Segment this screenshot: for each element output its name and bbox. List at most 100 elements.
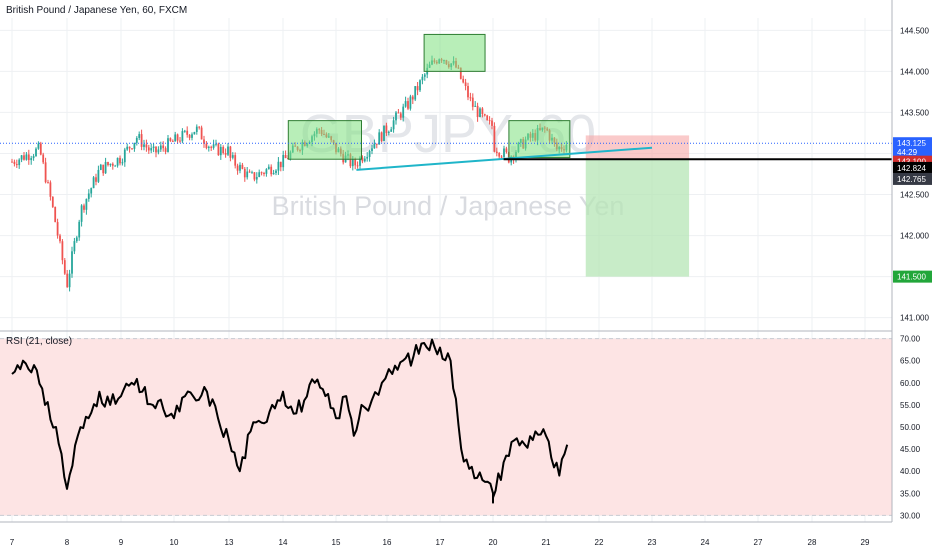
price-tick-label: 143.500: [900, 108, 929, 117]
candle-body: [147, 147, 150, 151]
take-profit-zone[interactable]: [585, 159, 690, 277]
candle-body: [373, 143, 376, 149]
candle-body: [253, 172, 256, 180]
candle-body: [59, 235, 61, 242]
candle-body: [56, 222, 59, 236]
candle-body: [255, 176, 258, 180]
candle-body: [467, 86, 469, 98]
candle-body: [359, 157, 361, 166]
rsi-tick-label: 55.00: [900, 401, 921, 410]
time-tick-label: 23: [648, 538, 657, 547]
candle-body: [366, 156, 369, 159]
candle-body: [383, 125, 385, 141]
candle-body: [71, 251, 73, 274]
rsi-tick-label: 50.00: [900, 423, 921, 432]
candle-body: [222, 146, 225, 154]
candle-body: [75, 237, 78, 242]
candle-body: [181, 131, 184, 142]
time-tick-label: 24: [701, 538, 710, 547]
candle-body: [277, 161, 280, 171]
price-tick-label: 144.000: [900, 67, 929, 76]
candle-body: [212, 144, 215, 148]
current-price-label: 143.125: [897, 139, 926, 148]
candle-body: [150, 148, 153, 151]
rsi-tick-label: 30.00: [900, 511, 921, 520]
candle-body: [263, 173, 265, 175]
time-tick-label: 13: [225, 538, 234, 547]
candle-body: [419, 80, 421, 91]
candle-body: [407, 101, 409, 109]
candle-body: [47, 182, 49, 184]
head-box[interactable]: [423, 33, 486, 72]
candle-body: [27, 154, 30, 161]
candle-body: [80, 205, 83, 222]
candle-body: [198, 126, 201, 128]
countdown-label: 44:29: [897, 148, 918, 157]
candle-body: [145, 144, 148, 148]
price-tick-label: 144.500: [900, 26, 929, 35]
time-tick-label: 29: [861, 538, 870, 547]
candle-body: [272, 172, 275, 175]
candle-body: [491, 120, 493, 126]
candle-body: [423, 74, 426, 77]
time-tick-label: 28: [808, 538, 817, 547]
candle-body: [73, 241, 76, 252]
countdown-label-tag: [893, 145, 932, 158]
candle-body: [95, 177, 97, 182]
candle-body: [11, 161, 13, 163]
candle-body: [176, 134, 179, 141]
candle-body: [483, 114, 486, 116]
candle-body: [138, 134, 141, 138]
candle-body: [234, 155, 237, 166]
level-price-label: 142.824: [897, 164, 926, 173]
candle-body: [459, 67, 462, 79]
watermark-name: British Pound / Japanese Yen: [272, 191, 625, 221]
candle-body: [404, 101, 407, 107]
candle-body: [102, 164, 105, 174]
candle-body: [409, 96, 412, 109]
candle-body: [121, 162, 124, 164]
candle-body: [92, 177, 95, 189]
candle-body: [227, 146, 229, 155]
price-tick-label: 142.500: [900, 191, 929, 200]
candle-body: [37, 143, 40, 149]
candle-body: [351, 159, 354, 167]
candle-body: [258, 172, 261, 177]
rsi-panel: [0, 338, 892, 516]
left-shoulder-box[interactable]: [287, 120, 362, 160]
candle-body: [140, 134, 143, 147]
candle-body: [210, 146, 213, 148]
candle-body: [387, 131, 390, 134]
rsi-line: [11, 338, 569, 504]
candle-body: [167, 138, 169, 152]
time-tick-label: 15: [332, 538, 341, 547]
candle-body: [275, 170, 277, 173]
time-tick-label: 8: [65, 538, 70, 547]
stop-loss-zone[interactable]: [585, 135, 690, 160]
candle-body: [44, 162, 47, 183]
time-tick-label: 10: [170, 538, 179, 547]
candle-body: [385, 125, 388, 134]
candle-body: [68, 273, 71, 288]
candle-body: [246, 171, 249, 178]
candle-body: [207, 146, 210, 148]
candle-body: [162, 145, 165, 149]
candle-body: [217, 143, 220, 156]
candle-body: [107, 162, 109, 166]
candle-body: [63, 260, 66, 274]
candle-body: [236, 165, 239, 171]
candle-body: [87, 193, 90, 199]
candle-body: [179, 140, 181, 142]
time-tick-label: 7: [10, 538, 15, 547]
candle-body: [188, 134, 191, 138]
candle-body: [186, 130, 189, 135]
candle-body: [390, 129, 393, 132]
candle-body: [397, 112, 400, 114]
right-shoulder-box[interactable]: [508, 120, 571, 159]
candle-body: [402, 106, 405, 118]
candle-body: [114, 165, 117, 167]
candle-body: [267, 166, 270, 170]
rsi-tick-label: 40.00: [900, 467, 921, 476]
